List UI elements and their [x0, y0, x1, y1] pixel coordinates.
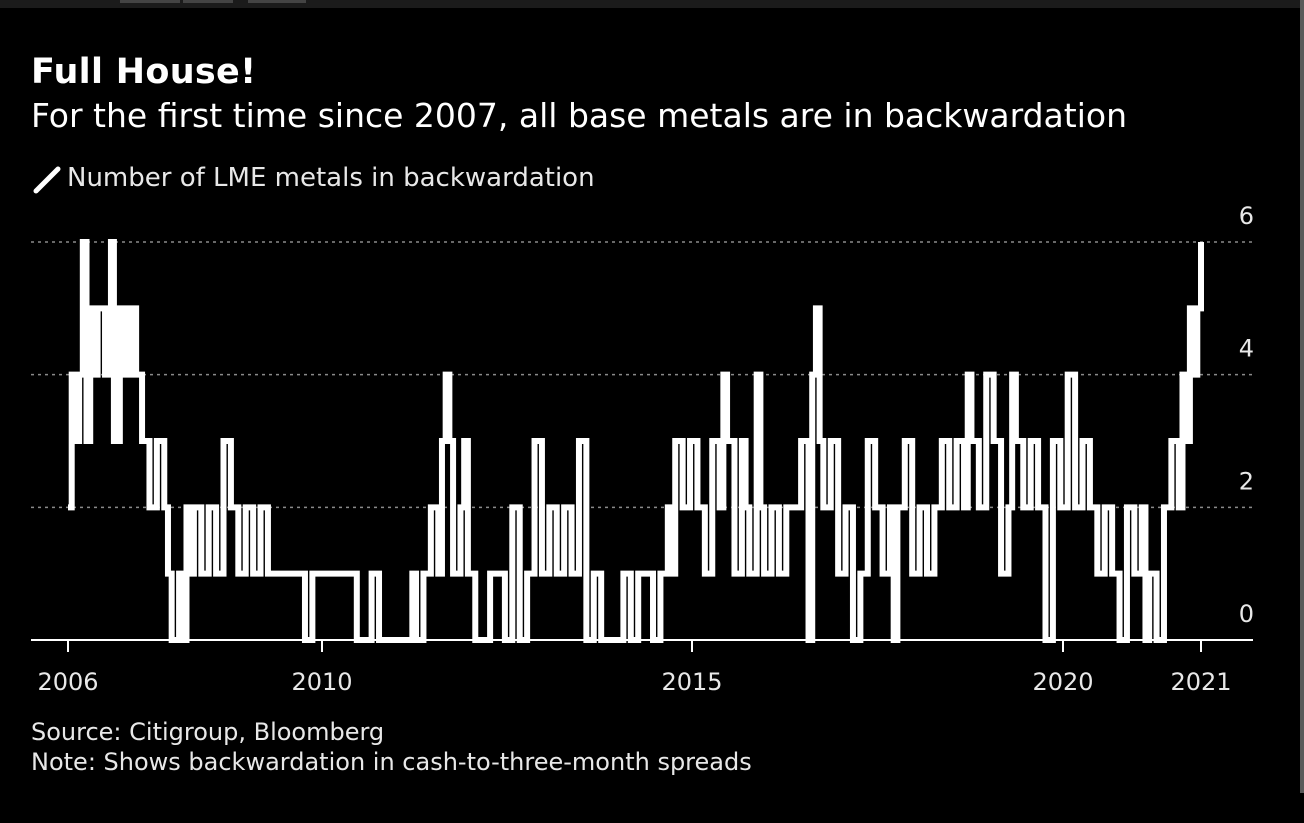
x-tick-label: 2015 [661, 668, 722, 696]
top-tab [120, 0, 180, 3]
top-tab [248, 0, 306, 3]
pencil-line-icon [33, 166, 61, 193]
window-top-bar [0, 0, 1304, 8]
y-tick-label: 4 [1239, 335, 1254, 363]
y-tick-label: 0 [1239, 600, 1254, 628]
right-edge-strip [1300, 0, 1304, 793]
x-tick-label: 2010 [291, 668, 352, 696]
y-tick-label: 6 [1239, 202, 1254, 230]
footnote: Note: Shows backwardation in cash-to-thr… [31, 748, 752, 776]
legend-entry: Number of LME metals in backwardation [33, 163, 595, 194]
chart-title: Full House! [31, 52, 257, 92]
x-tick-label: 2006 [37, 668, 98, 696]
source-note: Source: Citigroup, Bloomberg [31, 718, 385, 746]
x-tick-label: 2020 [1032, 668, 1093, 696]
legend-label: Number of LME metals in backwardation [67, 163, 595, 193]
y-tick-label: 2 [1239, 467, 1254, 495]
x-tick-label: 2021 [1170, 668, 1231, 696]
y-axis: 0 2 4 6 [1239, 202, 1254, 628]
series-line [68, 239, 1204, 643]
chart-subtitle: For the first time since 2007, all base … [31, 96, 1127, 135]
top-tab [183, 0, 233, 3]
x-axis: 2006 2010 2015 2020 2021 [37, 640, 1232, 696]
